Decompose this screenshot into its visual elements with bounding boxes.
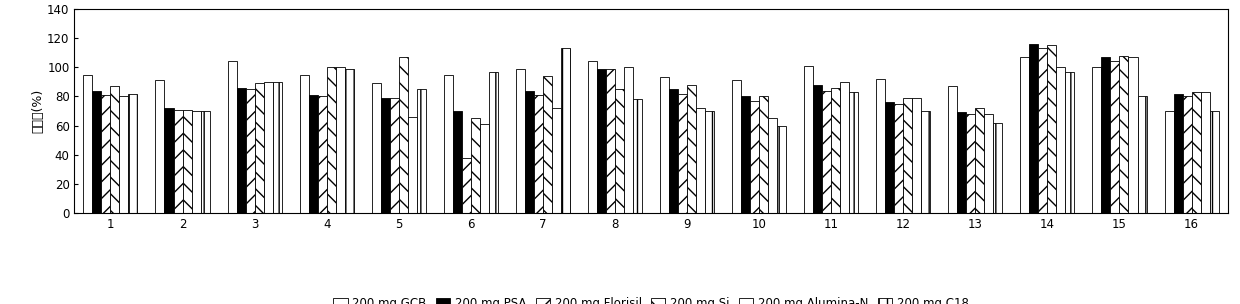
Bar [624,67,632,213]
Bar [976,108,985,213]
Bar [129,94,138,213]
Bar [273,82,281,213]
Bar [399,57,408,213]
Bar [985,114,993,213]
Bar [1173,94,1183,213]
Bar [237,88,246,213]
Bar [687,85,696,213]
Bar [408,117,417,213]
Bar [182,109,191,213]
Bar [831,88,841,213]
Bar [759,96,768,213]
Bar [1200,92,1209,213]
Bar [903,98,913,213]
Bar [336,67,345,213]
Bar [913,98,921,213]
Bar [201,111,210,213]
Bar [1209,111,1219,213]
Bar [1164,111,1173,213]
Bar [417,89,425,213]
Bar [696,108,706,213]
Bar [534,95,543,213]
Bar [1038,48,1048,213]
Bar [957,112,966,213]
Bar [525,91,534,213]
Bar [1128,57,1137,213]
Bar [317,96,326,213]
Bar [921,111,930,213]
Bar [246,89,254,213]
Bar [813,85,822,213]
Bar [660,78,670,213]
Y-axis label: 回收率(%): 回收率(%) [31,89,45,133]
Bar [309,95,317,213]
Bar [174,109,182,213]
Bar [119,96,129,213]
Bar [453,111,461,213]
Bar [1111,61,1120,213]
Bar [110,86,119,213]
Bar [596,69,606,213]
Bar [326,67,336,213]
Bar [606,69,615,213]
Bar [949,86,957,213]
Bar [706,111,714,213]
Bar [750,101,759,213]
Bar [966,114,976,213]
Bar [615,89,624,213]
Bar [877,79,885,213]
Bar [1092,67,1101,213]
Bar [993,123,1002,213]
Bar [632,99,642,213]
Bar [93,91,102,213]
Bar [83,74,93,213]
Bar [471,118,480,213]
Bar [345,69,353,213]
Bar [543,76,552,213]
Bar [381,98,389,213]
Bar [777,126,786,213]
Bar [841,82,849,213]
Bar [264,82,273,213]
Bar [1183,96,1192,213]
Bar [516,69,525,213]
Bar [228,61,237,213]
Bar [165,108,174,213]
Bar [1120,56,1128,213]
Bar [155,81,165,213]
Bar [894,104,903,213]
Bar [1065,72,1074,213]
Bar [805,66,813,213]
Bar [372,83,381,213]
Bar [768,118,777,213]
Bar [444,74,453,213]
Bar [300,74,309,213]
Legend: 200 mg GCB, 200 mg PSA, 200 mg Florisil, 200 mg Si, 200 mg Alumina-N, 200 mg C18: 200 mg GCB, 200 mg PSA, 200 mg Florisil,… [331,295,971,304]
Bar [1101,57,1111,213]
Bar [389,98,399,213]
Bar [489,72,497,213]
Bar [254,83,264,213]
Bar [742,96,750,213]
Bar [1029,44,1038,213]
Bar [822,91,831,213]
Bar [102,95,110,213]
Bar [1048,46,1056,213]
Bar [849,92,858,213]
Bar [1137,96,1147,213]
Bar [1192,92,1200,213]
Bar [732,81,742,213]
Bar [885,102,894,213]
Bar [480,124,489,213]
Bar [191,111,201,213]
Bar [588,61,596,213]
Bar [1021,57,1029,213]
Bar [461,157,471,213]
Bar [560,48,570,213]
Bar [678,94,687,213]
Bar [670,89,678,213]
Bar [1056,67,1065,213]
Bar [552,108,560,213]
